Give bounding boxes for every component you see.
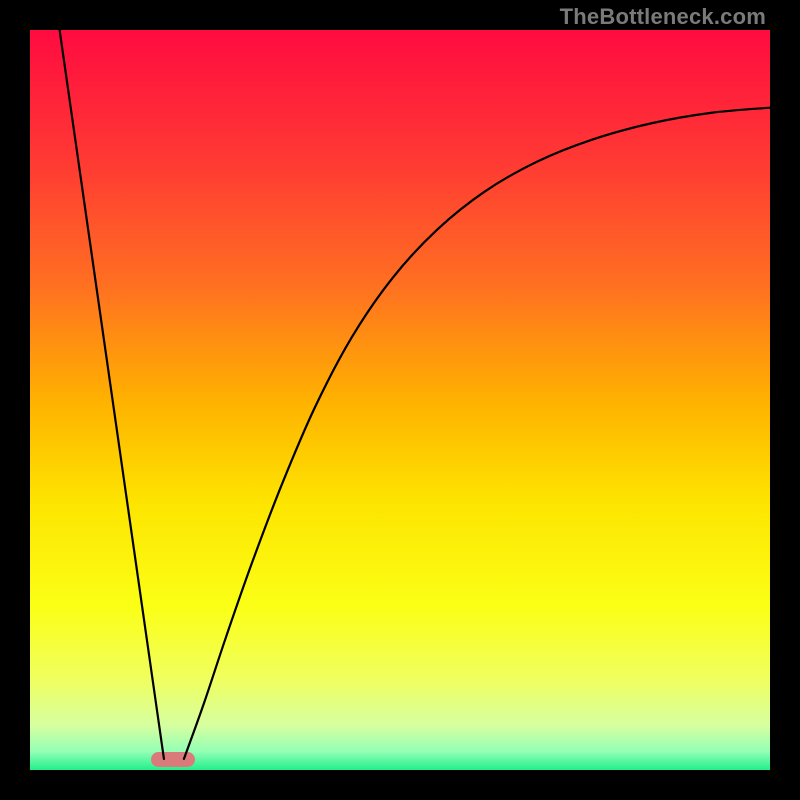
chart-container: TheBottleneck.com (0, 0, 800, 800)
watermark-text: TheBottleneck.com (560, 4, 766, 30)
frame-border-bottom (0, 770, 800, 800)
frame-border-left (0, 0, 30, 800)
frame-border-right (770, 0, 800, 800)
gradient-background (30, 30, 770, 770)
plot-area (30, 30, 770, 770)
bottleneck-marker (151, 752, 195, 767)
